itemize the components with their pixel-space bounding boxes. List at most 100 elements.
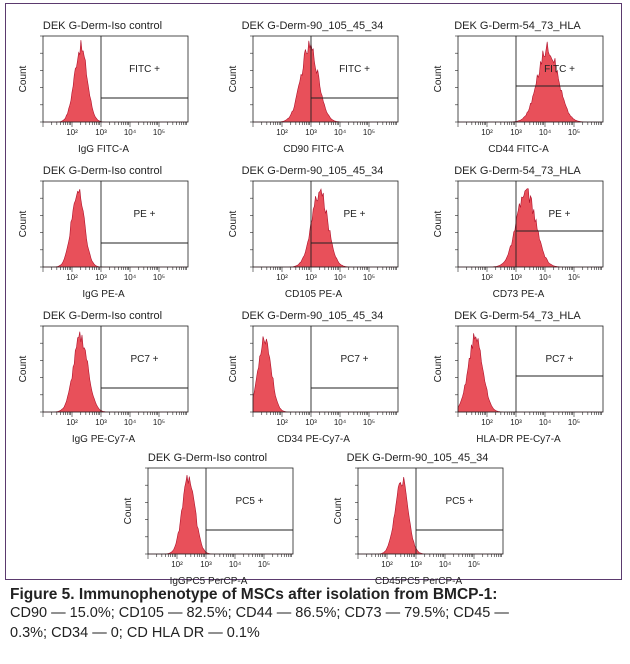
x-tick-label: 10⁴	[539, 128, 552, 137]
x-tick-label: 10³	[305, 273, 317, 282]
gate-label: PE +	[549, 209, 571, 220]
histogram-area	[253, 40, 398, 123]
gate-label: FITC +	[544, 64, 575, 75]
x-tick-label: 10²	[481, 418, 493, 427]
y-axis-label: Count	[18, 210, 29, 237]
x-tick-label: 10³	[510, 273, 522, 282]
histogram-area	[458, 41, 603, 123]
x-tick-label: 10²	[171, 560, 183, 569]
gate-label: PC5 +	[235, 496, 263, 507]
histogram-area	[43, 189, 188, 268]
x-tick-label: 10²	[66, 128, 78, 137]
histogram-title: DEK G-Derm-54_73_HLA	[454, 165, 581, 177]
x-tick-label: 10⁵	[363, 128, 375, 137]
x-tick-label: 10⁵	[363, 418, 375, 427]
histogram-title: DEK G-Derm-90_105_45_34	[346, 452, 489, 464]
y-axis-label: Count	[433, 210, 444, 237]
plot-frame	[42, 180, 189, 268]
x-axis-label: CD44 FITC-A	[488, 144, 549, 155]
histogram-area	[43, 40, 188, 123]
plot-frame	[457, 180, 604, 268]
histogram-svg: PE + 10² 10³ 10⁴ 10⁵ Count IgG PE-A	[18, 180, 189, 300]
histogram-title: DEK G-Derm-54_73_HLA	[454, 310, 581, 322]
histogram-area	[253, 188, 398, 268]
x-tick-label: 10⁵	[153, 418, 165, 427]
histogram-svg: FITC + 10² 10³ 10⁴ 10⁵ Count IgG FITC-A	[18, 35, 189, 155]
y-axis-label: Count	[228, 355, 239, 382]
histogram-svg: FITC + 10² 10³ 10⁴ 10⁵ Count CD90 FITC-A	[228, 35, 399, 155]
histogram-svg: PE + 10² 10³ 10⁴ 10⁵ Count CD105 PE-A	[228, 180, 399, 300]
plot-frame	[42, 325, 189, 413]
plot-frame	[147, 467, 294, 555]
y-axis-label: Count	[18, 355, 29, 382]
histogram-panel: DEK G-Derm-90_105_45_34 FITC + 10² 10³ 10⁴ 10…	[225, 20, 400, 158]
x-tick-label: 10³	[510, 418, 522, 427]
x-axis-label: IgGPC5 PerCP-A	[170, 576, 248, 587]
x-tick-label: 10²	[276, 128, 288, 137]
x-axis-label: IgG FITC-A	[78, 144, 129, 155]
histogram-panel: DEK G-Derm-90_105_45_34 PC7 + 10² 10³ 10⁴ 10⁵…	[225, 310, 400, 448]
gate-label: FITC +	[339, 64, 370, 75]
plot-frame	[457, 35, 604, 123]
x-tick-label: 10²	[66, 273, 78, 282]
histogram-panel: DEK G-Derm-90_105_45_34 PE + 10² 10³ 10⁴ 10⁵ C…	[225, 165, 400, 303]
histogram-title: DEK G-Derm-90_105_45_34	[241, 20, 384, 32]
histogram-svg: PC7 + 10² 10³ 10⁴ 10⁵ Count IgG PE-Cy7-A	[18, 325, 189, 445]
gate-label: PC7 +	[130, 354, 158, 365]
plot-frame	[252, 325, 399, 413]
y-axis-label: Count	[18, 65, 29, 92]
histogram-panel: DEK G-Derm-54_73_HLA FITC + 10² 10³ 10⁴ 10⁵ Co…	[430, 20, 605, 158]
x-axis-label: IgG PE-A	[82, 289, 125, 300]
histogram-area	[148, 475, 293, 555]
plot-frame	[357, 467, 504, 555]
x-tick-label: 10³	[305, 128, 317, 137]
histogram-title: DEK G-Derm-Iso control	[42, 165, 163, 177]
x-axis-label: CD90 FITC-A	[283, 144, 344, 155]
histogram-panel: DEK G-Derm-Iso control PC7 + 10² 10³ 10⁴ 10⁵ C…	[15, 310, 190, 448]
histogram-svg: PC7 + 10² 10³ 10⁴ 10⁵ Count CD34 PE-Cy7-A	[228, 325, 399, 445]
x-tick-label: 10⁵	[468, 560, 480, 569]
x-axis-label: CD45PC5 PerCP-A	[375, 576, 463, 587]
histogram-panel: DEK G-Derm-Iso control PE + 10² 10³ 10⁴ 10⁵ Co…	[15, 165, 190, 303]
x-tick-label: 10⁴	[124, 418, 137, 427]
x-axis-label: CD73 PE-A	[493, 289, 545, 300]
y-axis-label: Count	[228, 65, 239, 92]
gate-label: PE +	[344, 209, 366, 220]
histogram-area	[457, 333, 603, 413]
x-tick-label: 10⁵	[258, 560, 270, 569]
histogram-area	[358, 477, 503, 555]
plot-frame	[457, 325, 604, 413]
histogram-area	[43, 331, 188, 413]
plot-frame	[252, 35, 399, 123]
y-axis-label: Count	[433, 355, 444, 382]
x-tick-label: 10³	[200, 560, 212, 569]
x-tick-label: 10⁴	[439, 560, 452, 569]
histogram-svg: PE + 10² 10³ 10⁴ 10⁵ Count CD73 PE-A	[433, 180, 604, 300]
x-tick-label: 10³	[95, 128, 107, 137]
gate-label: PC7 +	[545, 354, 573, 365]
histogram-title: DEK G-Derm-54_73_HLA	[454, 20, 581, 32]
gate-label: PE +	[134, 209, 156, 220]
gate-label: FITC +	[129, 64, 160, 75]
histogram-svg: PC7 + 10² 10³ 10⁴ 10⁵ Count HLA-DR PE-Cy7-A	[433, 325, 604, 445]
x-tick-label: 10³	[410, 560, 422, 569]
y-axis-label: Count	[123, 497, 134, 524]
histogram-panel: DEK G-Derm-90_105_45_34 PC5 + 10² 10³ 10⁴ 10⁵…	[330, 452, 505, 590]
x-tick-label: 10⁴	[539, 273, 552, 282]
x-tick-label: 10³	[95, 418, 107, 427]
plot-frame	[252, 180, 399, 268]
x-tick-label: 10⁴	[124, 273, 137, 282]
x-axis-label: IgG PE-Cy7-A	[72, 434, 136, 445]
histogram-area	[458, 188, 603, 268]
x-tick-label: 10⁴	[334, 128, 347, 137]
x-tick-label: 10²	[381, 560, 393, 569]
x-tick-label: 10²	[66, 418, 78, 427]
x-tick-label: 10²	[481, 273, 493, 282]
x-tick-label: 10³	[95, 273, 107, 282]
x-axis-label: HLA-DR PE-Cy7-A	[476, 434, 561, 445]
x-tick-label: 10⁵	[153, 273, 165, 282]
x-tick-label: 10⁴	[124, 128, 137, 137]
histogram-title: DEK G-Derm-Iso control	[42, 20, 163, 32]
gate-label: PC7 +	[340, 354, 368, 365]
histogram-title: DEK G-Derm-Iso control	[147, 452, 268, 464]
